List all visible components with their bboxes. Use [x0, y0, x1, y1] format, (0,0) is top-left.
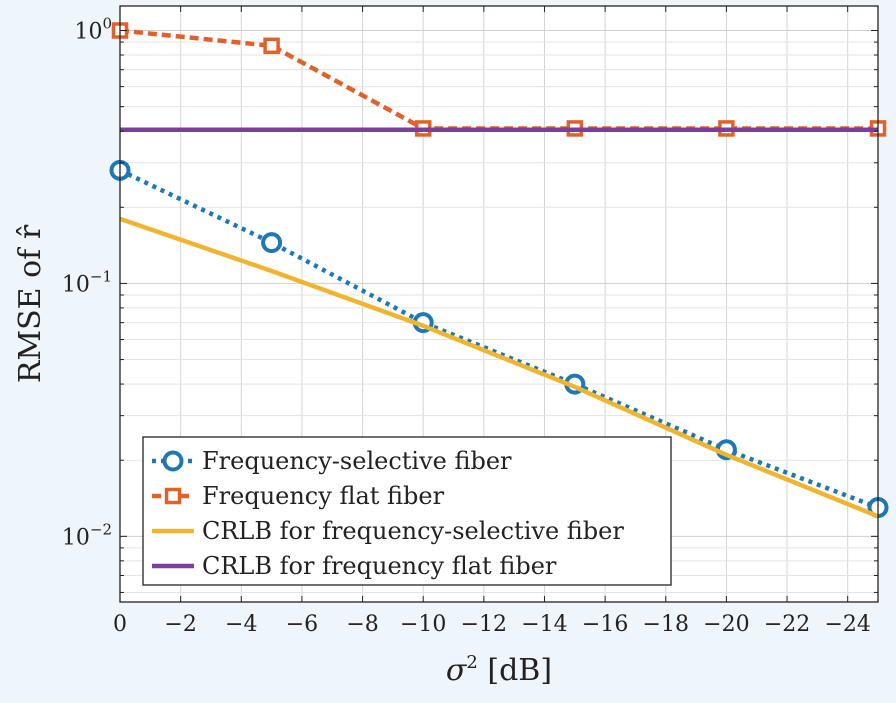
y-axis-label: RMSE of r̂: [13, 224, 48, 383]
x-tick-label: −2: [164, 612, 196, 637]
legend-box: [142, 436, 672, 586]
legend-item: CRLB for frequency-selective fiber: [152, 517, 624, 545]
x-tick-label: −22: [764, 612, 810, 637]
ticks: 0 −2 −4 −6 −8 −10 −12 −14 −16 −18 −20 −22 −24 100 10−1…: [62, 6, 878, 637]
x-tick-label: 0: [113, 612, 127, 637]
x-tick-label: −18: [643, 612, 689, 637]
series-line: [119, 168, 879, 510]
x-tick-label: −12: [461, 612, 507, 637]
legend: Frequency-selective fiber Frequency flat …: [142, 436, 672, 586]
legend-item: Frequency-selective fiber: [152, 447, 512, 475]
legend-label: Frequency flat fiber: [202, 482, 445, 510]
y-tick-label: 10−2: [62, 520, 112, 550]
legend-marker: [162, 450, 184, 472]
x-tick-label: −14: [521, 612, 567, 637]
x-tick-label: −20: [703, 612, 749, 637]
y-tick-label: 100: [74, 15, 112, 45]
legend-marker: [164, 487, 182, 505]
x-tick-label: −16: [582, 612, 628, 637]
legend-item: Frequency flat fiber: [152, 482, 445, 510]
data-point: [263, 37, 280, 55]
data-point: [261, 232, 283, 254]
x-axis-label: σ2 [dB]: [446, 652, 552, 688]
series-3: [119, 216, 879, 519]
series-line: [119, 216, 879, 519]
x-tick-label: −6: [286, 612, 318, 637]
x-tick-label: −4: [225, 612, 257, 637]
x-tick-label: −8: [346, 612, 378, 637]
legend-label: CRLB for frequency flat fiber: [202, 552, 557, 580]
plot-frame: [119, 5, 879, 603]
legend-item: CRLB for frequency flat fiber: [152, 552, 557, 580]
legend-label: CRLB for frequency-selective fiber: [202, 517, 624, 545]
y-tick-label: 10−1: [62, 267, 112, 297]
legend-label: Frequency-selective fiber: [202, 447, 512, 475]
x-tick-label: −10: [400, 612, 446, 637]
x-tick-label: −24: [824, 612, 870, 637]
